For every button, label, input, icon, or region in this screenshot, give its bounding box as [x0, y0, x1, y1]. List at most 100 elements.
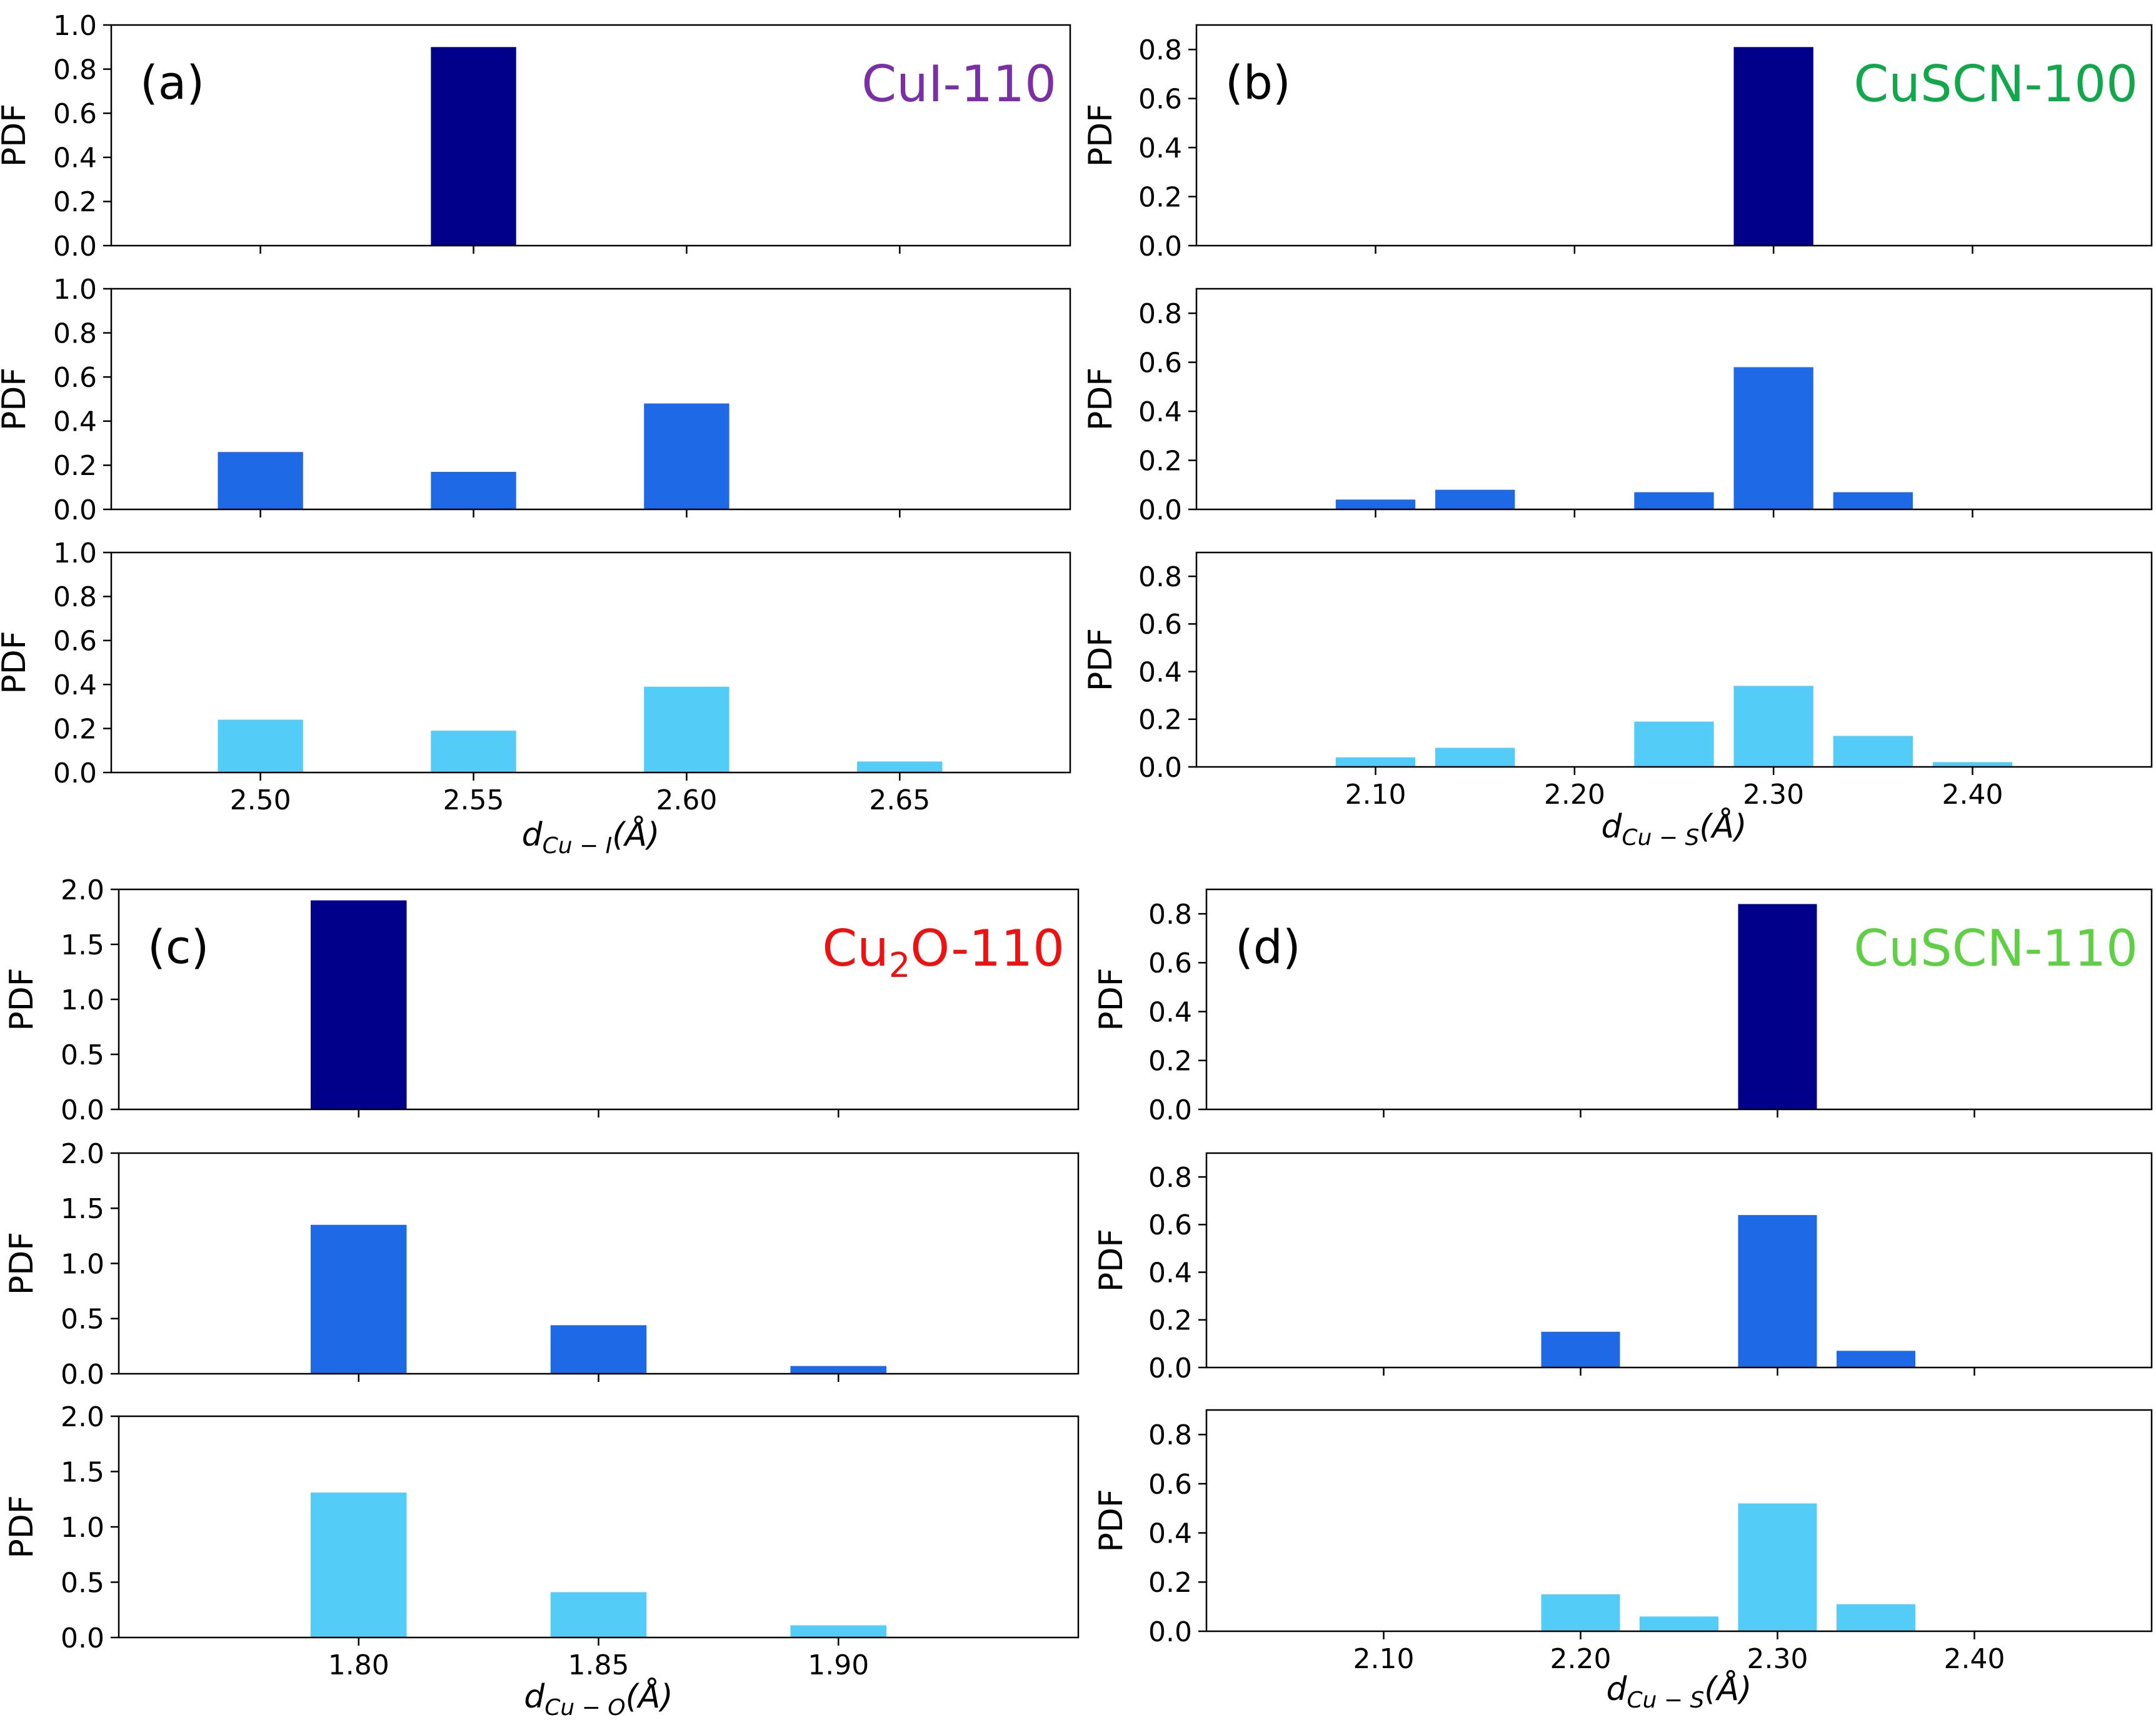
y-tick-label: 0.0 — [61, 1622, 104, 1654]
y-tick-label: 0.4 — [1148, 1518, 1192, 1550]
panel-label: (c) — [148, 921, 209, 974]
y-tick-label: 0.0 — [1148, 1352, 1192, 1384]
bar — [311, 1492, 407, 1638]
y-tick-label: 0.2 — [1148, 1046, 1192, 1078]
y-tick-label: 0.6 — [1138, 609, 1182, 641]
x-tick-label: 1.85 — [568, 1649, 629, 1681]
x-axis-label-base: d — [1606, 1671, 1627, 1708]
axes-frame — [1205, 888, 2153, 1111]
y-axis-label: PDF — [3, 968, 41, 1031]
x-tick-label: 2.10 — [1345, 779, 1406, 811]
y-tick-label: 0.0 — [1148, 1094, 1192, 1126]
x-axis-label-unit: (Å) — [612, 815, 659, 854]
y-tick-label: 0.8 — [53, 318, 97, 349]
bar — [218, 452, 303, 509]
y-tick-label: 0.0 — [1148, 1616, 1192, 1648]
y-tick-label: 0.0 — [53, 494, 97, 526]
bar — [1435, 489, 1515, 509]
y-tick-label: 0.0 — [1138, 231, 1182, 262]
y-tick-label: 0.6 — [53, 626, 97, 658]
y-tick-label: 0.6 — [1148, 948, 1192, 979]
bar — [857, 761, 943, 772]
subplot-3: 0.0 0.2 0.4 0.6 0.8 2.10 2.20 2.30 2.40 PDF — [1082, 551, 2153, 811]
y-tick-label: 0.8 — [1138, 34, 1182, 66]
x-axis-label-subscript: Cu − I — [543, 833, 613, 859]
y-axis-label: PDF — [0, 368, 33, 431]
y-tick-label: 0.8 — [53, 54, 97, 86]
y-tick-label: 0.0 — [61, 1094, 104, 1126]
subplot-2: 0.0 0.2 0.4 0.6 0.8 PDF — [1093, 1152, 2153, 1384]
axes-frame — [110, 288, 1071, 511]
y-tick-label: 0.4 — [53, 142, 97, 174]
subplot-1: 0.0 0.2 0.4 0.6 0.8 PDF — [1093, 888, 2153, 1126]
panel-title-part: O-110 — [910, 919, 1065, 978]
y-tick-label: 0.2 — [53, 713, 97, 745]
y-tick-label: 1.5 — [61, 1456, 104, 1488]
y-tick-label: 0.2 — [53, 450, 97, 482]
subplot-1: 0.0 0.2 0.4 0.6 0.8 1.0 PDF — [0, 10, 1071, 262]
axes-frame — [1205, 1409, 2153, 1632]
bar — [1837, 1351, 1915, 1368]
y-tick-label: 0.2 — [1148, 1305, 1192, 1337]
bar — [1541, 1594, 1620, 1631]
y-axis-label: PDF — [0, 104, 33, 167]
bar — [1837, 1604, 1915, 1631]
bar — [431, 471, 516, 509]
y-tick-label: 1.0 — [61, 1512, 104, 1544]
y-tick-label: 0.6 — [1138, 84, 1182, 116]
x-axis-label-unit: (Å) — [1704, 1669, 1752, 1708]
axes-frame — [1205, 1152, 2153, 1369]
y-tick-label: 0.6 — [1148, 1209, 1192, 1241]
y-tick-label: 0.4 — [53, 669, 97, 701]
y-tick-label: 1.0 — [53, 10, 97, 42]
bar — [431, 731, 516, 772]
y-tick-label: 0.6 — [53, 362, 97, 394]
bar — [1335, 757, 1416, 767]
bar — [790, 1366, 886, 1374]
x-tick-label: 2.40 — [1944, 1643, 2005, 1675]
bar — [1435, 748, 1515, 767]
bar — [1738, 904, 1817, 1109]
bar — [550, 1325, 647, 1374]
bar — [1738, 1503, 1817, 1631]
panel-title: CuSCN-110 — [1853, 919, 2138, 978]
y-tick-label: 0.6 — [53, 98, 97, 130]
y-tick-label: 0.2 — [1148, 1567, 1192, 1599]
y-tick-label: 0.2 — [1138, 181, 1182, 213]
panel-title-part: CuSCN-100 — [1853, 55, 2138, 113]
y-tick-label: 0.4 — [1138, 656, 1182, 688]
y-tick-label: 0.8 — [1138, 561, 1182, 593]
x-tick-label: 2.65 — [869, 784, 930, 816]
y-tick-label: 0.0 — [1138, 494, 1182, 526]
x-tick-label: 2.50 — [230, 784, 291, 816]
y-axis-label: PDF — [1082, 104, 1120, 167]
x-axis-label-subscript: Cu − S — [1627, 1688, 1705, 1713]
y-tick-label: 0.4 — [1138, 132, 1182, 164]
subplot-1: 0.0 0.2 0.4 0.6 0.8 PDF — [1082, 24, 2153, 262]
x-axis-label-base: d — [524, 1678, 545, 1716]
y-tick-label: 2.0 — [61, 1401, 104, 1433]
axes-frame — [1195, 288, 2153, 511]
bar — [1833, 736, 1913, 767]
x-axis-label-base: d — [522, 816, 543, 854]
y-tick-label: 2.0 — [61, 1138, 104, 1170]
y-tick-label: 1.0 — [53, 538, 97, 569]
subplot-2: 0.0 0.2 0.4 0.6 0.8 PDF — [1082, 288, 2153, 526]
bar — [311, 900, 407, 1109]
y-tick-label: 0.8 — [1148, 1419, 1192, 1451]
y-axis-label: PDF — [1093, 968, 1130, 1031]
y-tick-label: 0.8 — [1148, 1162, 1192, 1194]
subplot-3: 0.0 0.2 0.4 0.6 0.8 2.10 2.20 2.30 2.40 PDF — [1093, 1409, 2153, 1675]
y-tick-label: 0.0 — [1138, 752, 1182, 784]
bar — [1733, 367, 1813, 509]
subplot-2: 0.0 0.5 1.0 1.5 2.0 PDF — [3, 1138, 1080, 1391]
y-tick-label: 1.5 — [61, 1193, 104, 1225]
bar — [1738, 1215, 1817, 1368]
x-axis-label: dCu − S(Å) — [1601, 807, 1747, 851]
y-tick-label: 0.4 — [1148, 1257, 1192, 1289]
x-tick-label: 2.55 — [443, 784, 504, 816]
bar — [431, 47, 516, 246]
axes-frame — [1195, 551, 2153, 768]
bar — [790, 1625, 886, 1638]
